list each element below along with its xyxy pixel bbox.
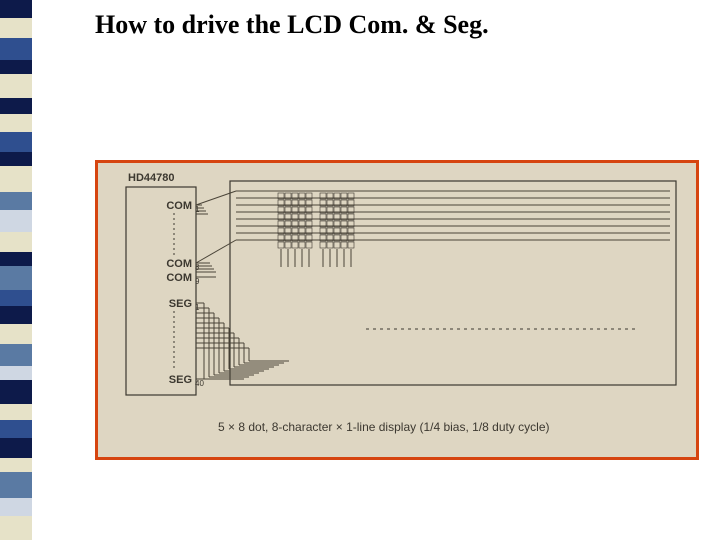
sidebar-stripe [0,18,32,38]
sidebar-stripe [0,210,32,232]
sidebar-stripe [0,472,32,498]
sidebar-stripe [0,132,32,152]
sidebar-stripe [0,366,32,380]
decorative-sidebar [0,0,32,540]
svg-text:9: 9 [195,277,200,286]
svg-text:COM: COM [166,258,192,270]
sidebar-stripe [0,60,32,74]
sidebar-stripe [0,166,32,192]
lcd-wiring-figure: HD44780COM1COM8COM9SEG1SEG405 × 8 dot, 8… [95,160,699,460]
sidebar-stripe [0,420,32,438]
sidebar-stripe [0,0,32,18]
sidebar-stripe [0,38,32,60]
sidebar-stripe [0,324,32,344]
svg-text:COM: COM [166,200,192,212]
figure-svg: HD44780COM1COM8COM9SEG1SEG405 × 8 dot, 8… [98,163,696,457]
sidebar-stripe [0,438,32,458]
sidebar-stripe [0,498,32,516]
sidebar-stripe [0,98,32,114]
sidebar-stripe [0,192,32,210]
svg-text:SEG: SEG [169,298,192,310]
sidebar-stripe [0,404,32,420]
svg-text:40: 40 [195,379,204,388]
svg-text:COM: COM [166,272,192,284]
sidebar-stripe [0,290,32,306]
page-title: How to drive the LCD Com. & Seg. [95,10,489,40]
sidebar-stripe [0,306,32,324]
sidebar-stripe [0,380,32,404]
sidebar-stripe [0,74,32,98]
svg-text:HD44780: HD44780 [128,172,174,184]
sidebar-stripe [0,114,32,132]
sidebar-stripe [0,458,32,472]
svg-text:1: 1 [195,205,200,214]
sidebar-stripe [0,266,32,290]
svg-text:5 × 8 dot, 8-character × 1-lin: 5 × 8 dot, 8-character × 1-line display … [218,420,550,434]
svg-text:SEG: SEG [169,374,192,386]
sidebar-stripe [0,516,32,540]
sidebar-stripe [0,232,32,252]
sidebar-stripe [0,152,32,166]
sidebar-stripe [0,344,32,366]
svg-text:8: 8 [195,263,200,272]
sidebar-stripe [0,252,32,266]
